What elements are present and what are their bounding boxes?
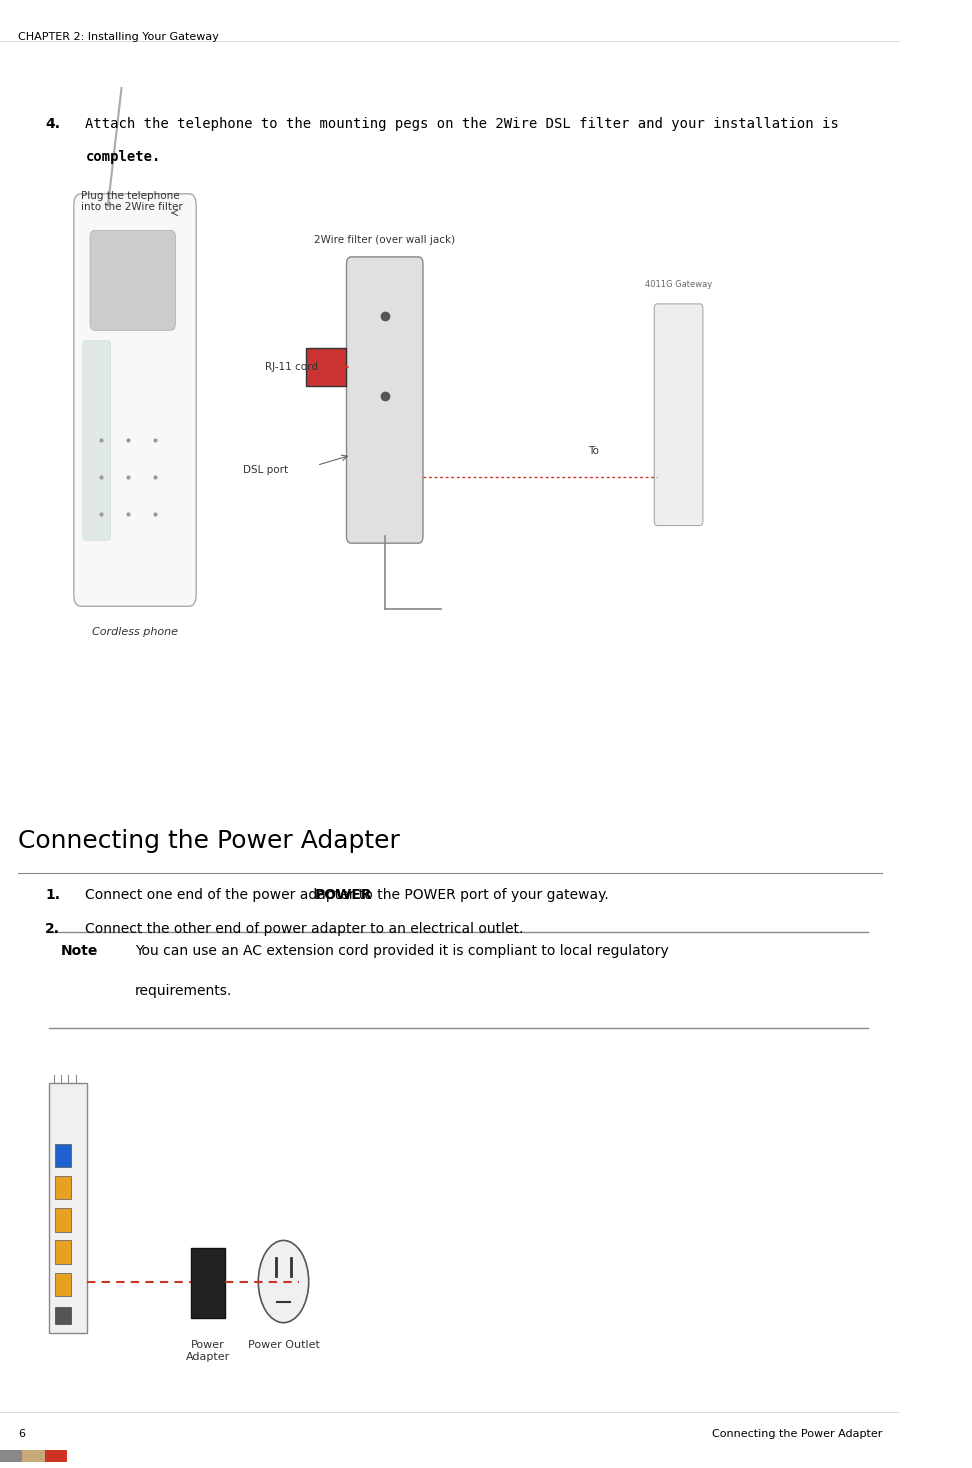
Text: Plug the telephone
into the 2Wire filter: Plug the telephone into the 2Wire filter (81, 191, 183, 213)
Bar (191, 1248, 225, 1318)
Bar (54, 1240, 71, 1264)
Text: 6: 6 (18, 1428, 25, 1439)
Text: 4.: 4. (45, 117, 60, 132)
Bar (54, 1273, 71, 1296)
Bar (54, 1176, 71, 1199)
Text: 2.: 2. (45, 922, 60, 937)
Text: Connecting the Power Adapter: Connecting the Power Adapter (712, 1428, 882, 1439)
Text: Power Outlet: Power Outlet (248, 1340, 320, 1351)
FancyBboxPatch shape (654, 304, 703, 526)
Text: 1.: 1. (45, 888, 60, 903)
Bar (22, 1450, 45, 1462)
FancyBboxPatch shape (83, 341, 111, 540)
Text: CHAPTER 2: Installing Your Gateway: CHAPTER 2: Installing Your Gateway (18, 32, 219, 43)
Text: Connecting the Power Adapter: Connecting the Power Adapter (18, 829, 399, 853)
Text: 2Wire filter (over wall jack): 2Wire filter (over wall jack) (314, 235, 455, 245)
Text: complete.: complete. (86, 150, 161, 164)
Text: Cordless phone: Cordless phone (92, 627, 178, 637)
Bar (54, 1144, 71, 1167)
FancyBboxPatch shape (346, 257, 423, 543)
Bar (50, 1083, 87, 1333)
Text: POWER: POWER (315, 888, 373, 903)
Bar (0, 1450, 22, 1462)
Bar (54, 1307, 71, 1324)
Text: RJ-11 cord: RJ-11 cord (265, 363, 319, 371)
Bar (54, 1208, 71, 1232)
Text: Connect the other end of power adapter to an electrical outlet.: Connect the other end of power adapter t… (86, 922, 524, 937)
Circle shape (259, 1240, 309, 1323)
Text: DSL port: DSL port (243, 465, 288, 474)
Text: You can use an AC extension cord provided it is compliant to local regulatory: You can use an AC extension cord provide… (135, 944, 669, 959)
FancyBboxPatch shape (90, 230, 176, 330)
Text: Attach the telephone to the mounting pegs on the 2Wire DSL filter and your insta: Attach the telephone to the mounting peg… (86, 117, 839, 132)
Text: requirements.: requirements. (135, 984, 232, 998)
Text: Note: Note (60, 944, 97, 959)
Bar (306, 348, 346, 386)
Text: Power
Adapter: Power Adapter (186, 1340, 230, 1362)
Bar (45, 1450, 67, 1462)
Text: To: To (589, 446, 600, 455)
FancyBboxPatch shape (74, 194, 196, 606)
Text: Connect one end of the power adapter to the POWER port of your gateway.: Connect one end of the power adapter to … (86, 888, 609, 903)
Text: 4011G Gateway: 4011G Gateway (645, 280, 712, 289)
